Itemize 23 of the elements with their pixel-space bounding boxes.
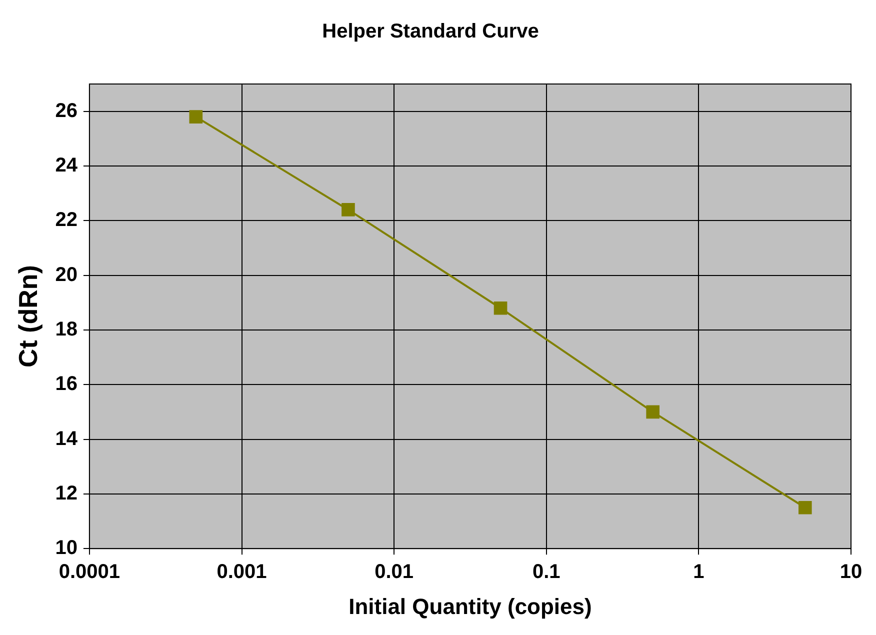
chart-title: Helper Standard Curve — [322, 20, 539, 43]
x-tick-label: 0.001 — [216, 561, 267, 584]
x-tick-label: 1 — [693, 561, 704, 584]
y-tick-label: 22 — [55, 209, 78, 232]
x-tick-label: 10 — [840, 561, 862, 584]
x-axis-title: Initial Quantity (copies) — [348, 594, 592, 619]
point — [798, 500, 812, 514]
y-tick-label: 12 — [55, 482, 78, 504]
y-tick-label: 10 — [55, 537, 78, 560]
x-tick-label: 0.01 — [374, 561, 414, 584]
x-tick-label: 0.1 — [532, 561, 560, 584]
x-tick-label: 0.0001 — [58, 561, 120, 584]
y-tick-label: 24 — [55, 154, 78, 177]
point — [494, 301, 508, 315]
y-tick-label: 18 — [55, 318, 78, 340]
y-tick-label: 16 — [55, 373, 78, 396]
point — [342, 203, 355, 216]
point — [646, 405, 660, 419]
y-tick-label: 20 — [55, 264, 78, 286]
point — [189, 110, 203, 124]
y-axis-title: Ct (dRn) — [12, 265, 43, 368]
y-tick-label: 14 — [55, 428, 78, 450]
y-tick-label: 26 — [55, 100, 78, 122]
